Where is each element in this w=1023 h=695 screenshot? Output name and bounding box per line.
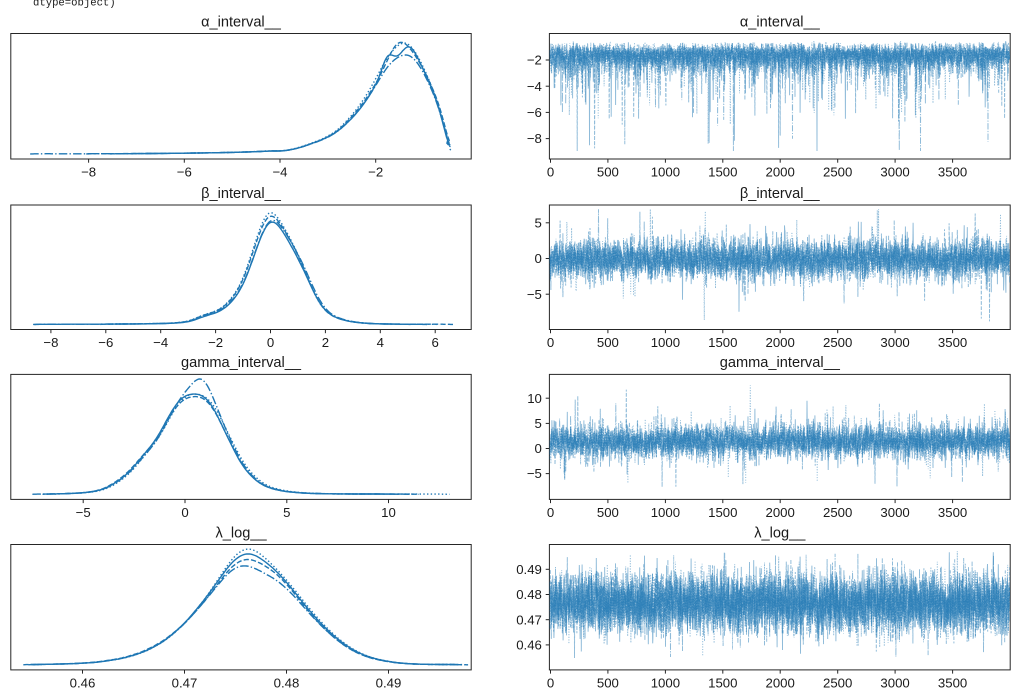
svg-text:−2: −2 bbox=[208, 335, 223, 350]
svg-text:500: 500 bbox=[597, 335, 619, 350]
svg-text:0: 0 bbox=[535, 251, 542, 266]
svg-text:10: 10 bbox=[527, 391, 542, 406]
svg-text:−5: −5 bbox=[76, 505, 91, 520]
svg-text:5: 5 bbox=[535, 215, 542, 230]
svg-text:2: 2 bbox=[322, 335, 329, 350]
svg-text:2000: 2000 bbox=[766, 505, 795, 520]
svg-text:0: 0 bbox=[267, 335, 274, 350]
svg-text:−4: −4 bbox=[153, 335, 168, 350]
svg-text:2500: 2500 bbox=[823, 335, 852, 350]
svg-text:0.47: 0.47 bbox=[172, 676, 198, 691]
svg-text:6: 6 bbox=[432, 335, 439, 350]
svg-text:−5: −5 bbox=[527, 287, 542, 302]
svg-text:500: 500 bbox=[597, 165, 619, 180]
svg-text:α_interval__: α_interval__ bbox=[201, 14, 282, 30]
svg-text:0.46: 0.46 bbox=[70, 676, 96, 691]
svg-text:3500: 3500 bbox=[938, 505, 967, 520]
svg-text:1000: 1000 bbox=[651, 335, 680, 350]
svg-text:2500: 2500 bbox=[823, 676, 852, 691]
svg-text:0: 0 bbox=[547, 505, 554, 520]
svg-text:3500: 3500 bbox=[938, 335, 967, 350]
svg-text:0: 0 bbox=[181, 505, 188, 520]
svg-text:1000: 1000 bbox=[651, 676, 680, 691]
svg-text:−5: −5 bbox=[527, 466, 542, 481]
svg-text:0.49: 0.49 bbox=[516, 562, 542, 577]
svg-text:0.48: 0.48 bbox=[274, 676, 300, 691]
svg-text:−4: −4 bbox=[527, 79, 542, 94]
svg-text:dtype=object): dtype=object) bbox=[33, 0, 116, 9]
svg-text:0.47: 0.47 bbox=[516, 612, 542, 627]
svg-text:2500: 2500 bbox=[823, 165, 852, 180]
svg-text:−2: −2 bbox=[368, 165, 383, 180]
svg-text:−6: −6 bbox=[177, 165, 192, 180]
svg-text:2000: 2000 bbox=[766, 165, 795, 180]
svg-text:0.49: 0.49 bbox=[376, 676, 402, 691]
svg-text:α_interval__: α_interval__ bbox=[740, 14, 821, 30]
svg-text:−6: −6 bbox=[98, 335, 113, 350]
svg-text:λ_log__: λ_log__ bbox=[754, 525, 806, 541]
svg-text:1500: 1500 bbox=[708, 505, 737, 520]
svg-text:500: 500 bbox=[597, 676, 619, 691]
svg-text:4: 4 bbox=[377, 335, 384, 350]
svg-text:5: 5 bbox=[283, 505, 290, 520]
svg-text:0: 0 bbox=[535, 441, 542, 456]
svg-text:−4: −4 bbox=[272, 165, 287, 180]
svg-text:1000: 1000 bbox=[651, 505, 680, 520]
svg-text:gamma_interval__: gamma_interval__ bbox=[181, 355, 302, 371]
svg-text:−2: −2 bbox=[527, 53, 542, 68]
svg-text:0.46: 0.46 bbox=[516, 638, 542, 653]
svg-text:−8: −8 bbox=[81, 165, 96, 180]
svg-text:0.48: 0.48 bbox=[516, 587, 542, 602]
svg-text:2500: 2500 bbox=[823, 505, 852, 520]
svg-text:5: 5 bbox=[535, 416, 542, 431]
svg-text:10: 10 bbox=[381, 505, 396, 520]
svg-text:β_interval__: β_interval__ bbox=[201, 186, 282, 202]
svg-text:1500: 1500 bbox=[708, 335, 737, 350]
svg-text:3500: 3500 bbox=[938, 676, 967, 691]
svg-text:3000: 3000 bbox=[880, 335, 909, 350]
svg-text:0: 0 bbox=[547, 676, 554, 691]
svg-text:−8: −8 bbox=[527, 131, 542, 146]
svg-text:3000: 3000 bbox=[880, 505, 909, 520]
svg-text:gamma_interval__: gamma_interval__ bbox=[720, 355, 841, 371]
svg-text:2000: 2000 bbox=[766, 676, 795, 691]
svg-text:λ_log__: λ_log__ bbox=[215, 525, 267, 541]
svg-text:3000: 3000 bbox=[880, 165, 909, 180]
svg-text:2000: 2000 bbox=[766, 335, 795, 350]
svg-text:−6: −6 bbox=[527, 105, 542, 120]
svg-text:500: 500 bbox=[597, 505, 619, 520]
svg-text:−8: −8 bbox=[43, 335, 58, 350]
svg-text:3000: 3000 bbox=[880, 676, 909, 691]
svg-text:0: 0 bbox=[547, 165, 554, 180]
svg-text:1500: 1500 bbox=[708, 165, 737, 180]
svg-text:β_interval__: β_interval__ bbox=[740, 186, 821, 202]
svg-text:0: 0 bbox=[547, 335, 554, 350]
svg-text:3500: 3500 bbox=[938, 165, 967, 180]
svg-text:1500: 1500 bbox=[708, 676, 737, 691]
svg-text:1000: 1000 bbox=[651, 165, 680, 180]
